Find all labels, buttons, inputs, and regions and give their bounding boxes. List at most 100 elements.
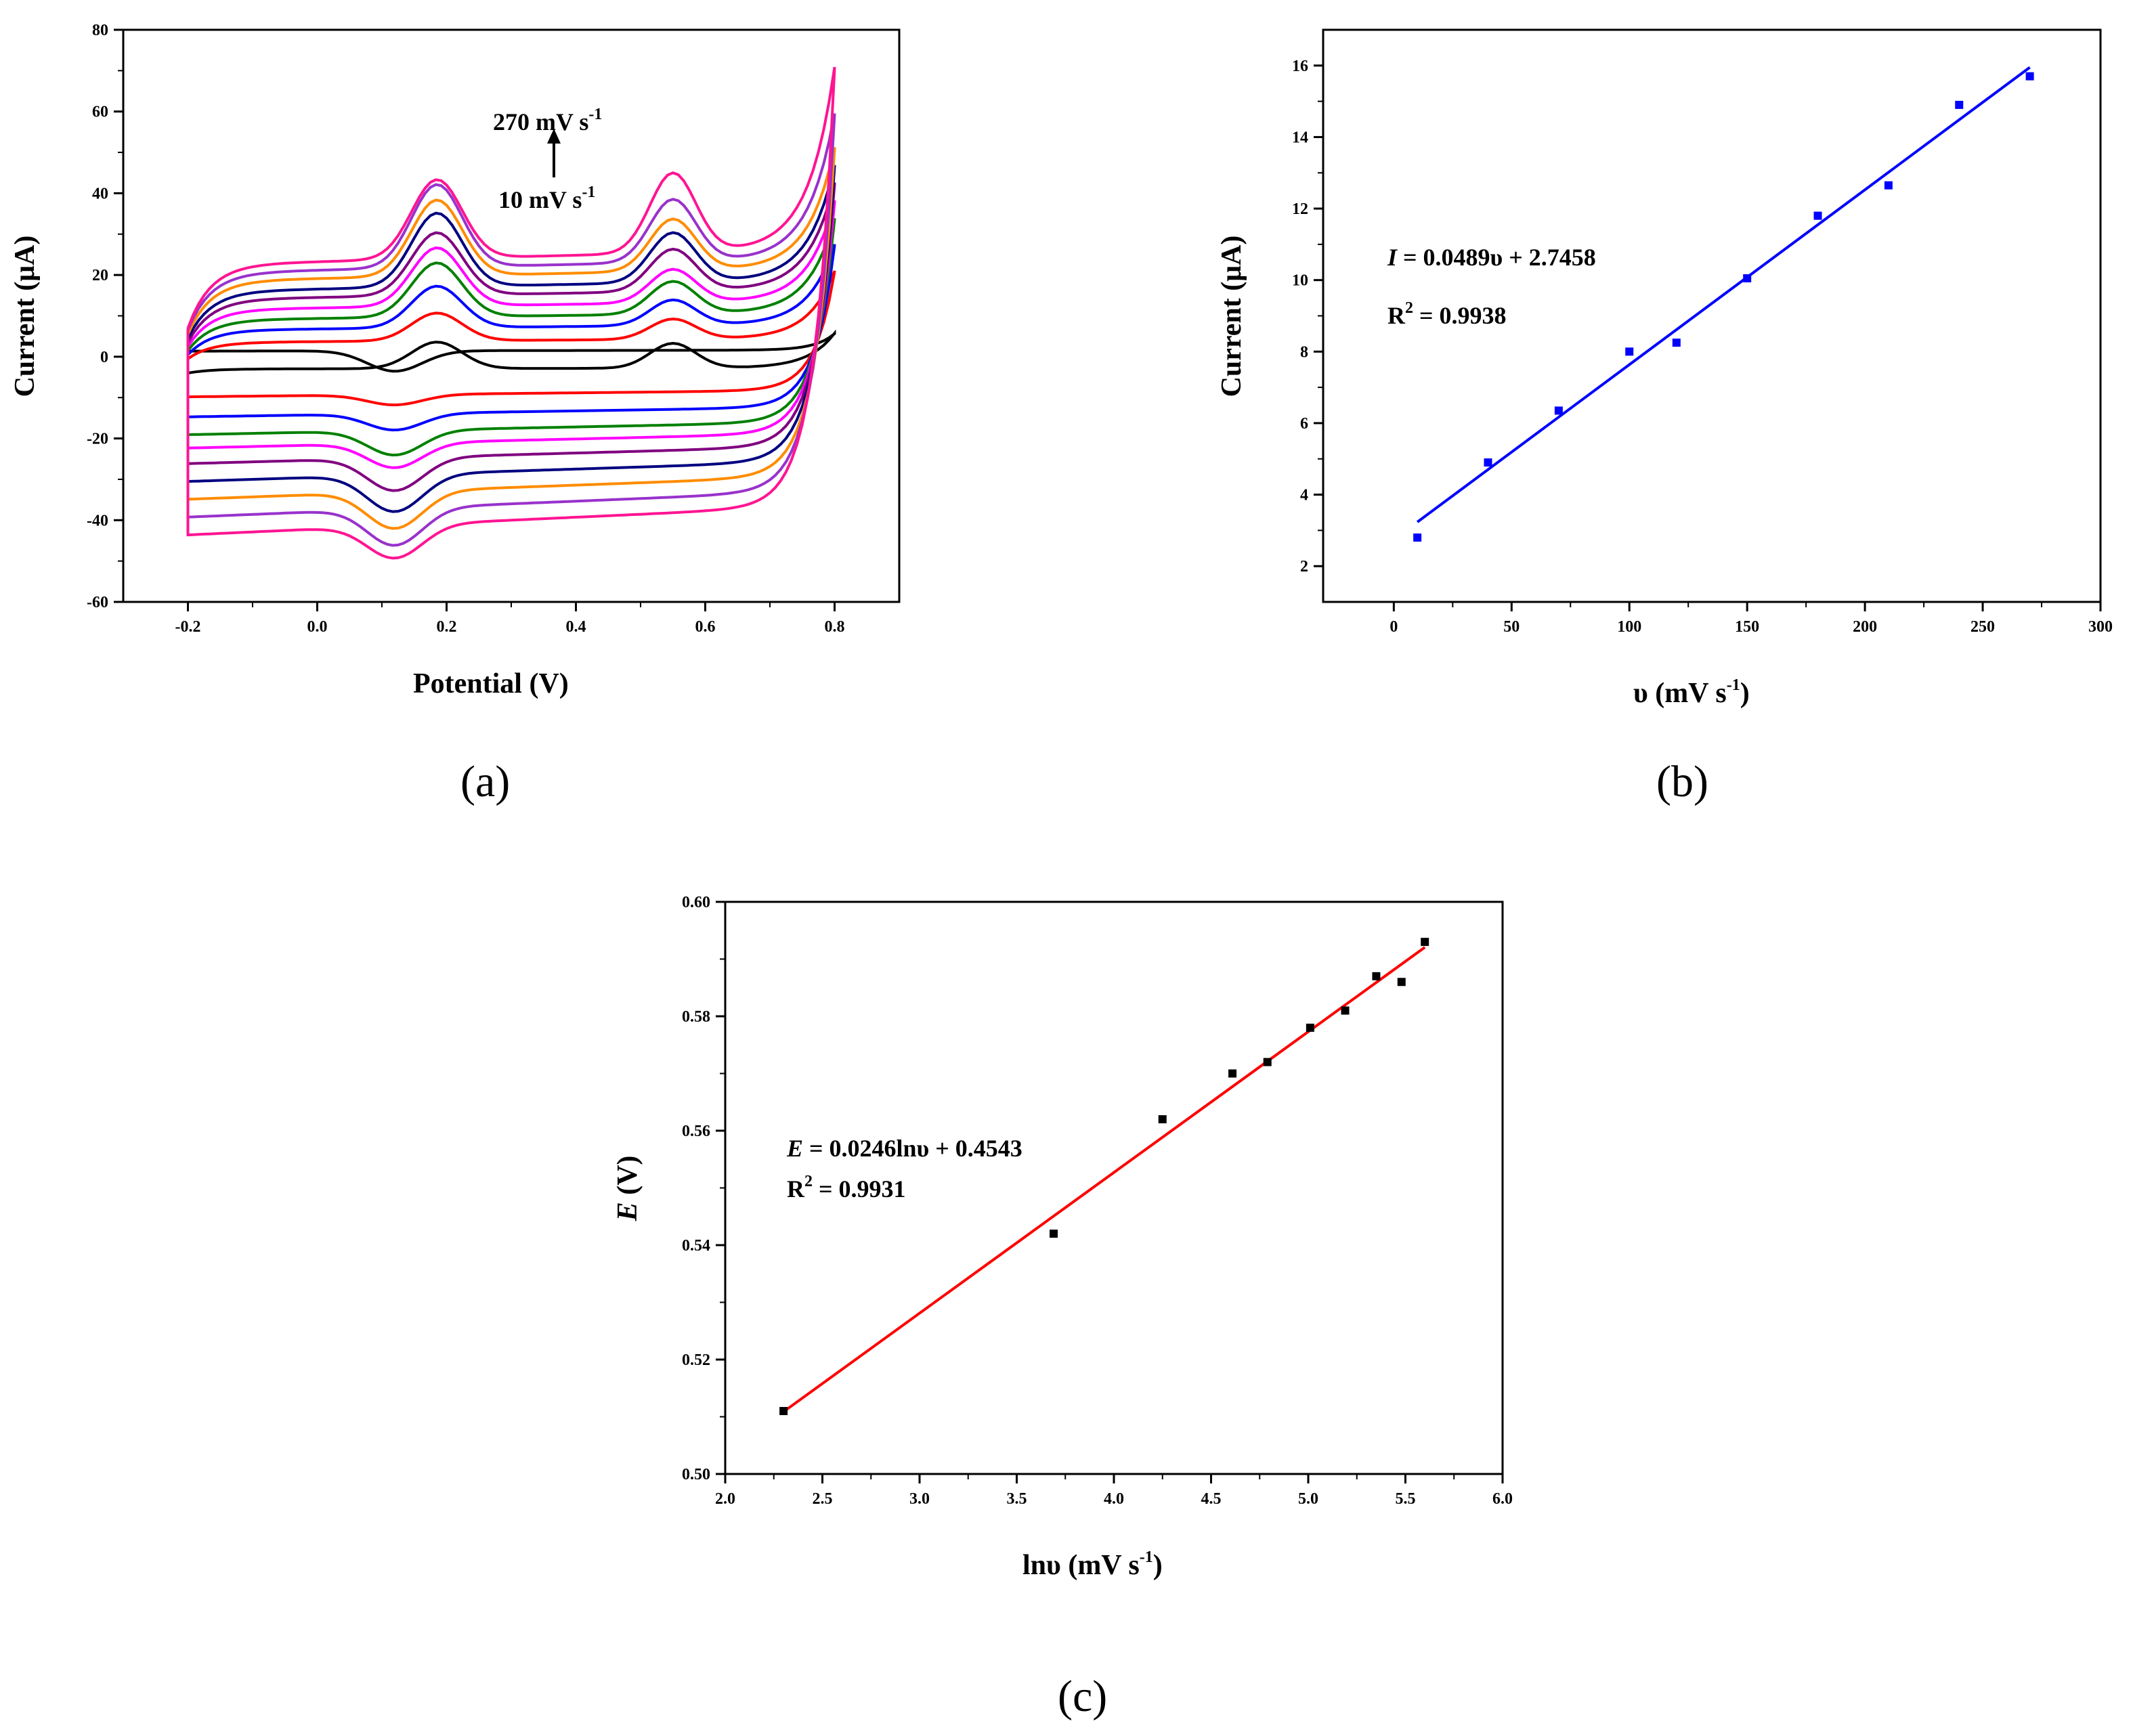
y-tick-label: 12 <box>1292 200 1308 218</box>
x-tick-label: 250 <box>1970 618 1995 636</box>
panel-a-ylabel: Current (μA) <box>9 236 41 397</box>
data-point <box>1341 1006 1350 1015</box>
cv-curve-series-7 <box>186 147 836 530</box>
cv-curve-series-1 <box>186 270 836 407</box>
y-tick-label: 60 <box>92 104 108 121</box>
cv-curve-series-8 <box>186 113 836 547</box>
panel-b-peak-current-chart: 0 50 100 150 200 250 300 2 4 6 8 10 12 14 16 Current (… <box>1216 28 2113 806</box>
panel-b-ylabel: Current (μA) <box>1216 236 1247 397</box>
data-point <box>1625 347 1634 356</box>
panel-b-r-squared: R2 = 0.9938 <box>1387 299 1507 329</box>
panel-a-cv-chart: -0.2 0.0 0.2 0.4 0.6 0.8 -60 -40 -20 0 20 40 60 80 Po… <box>9 22 901 806</box>
y-tick-label: 0.50 <box>682 1466 710 1483</box>
x-tick-label: 0.6 <box>695 618 716 636</box>
panel-a-axes-ticks: -0.2 0.0 0.2 0.4 0.6 0.8 -60 -40 -20 0 20 40 60 80 <box>87 22 845 636</box>
panel-a-cv-curves <box>186 66 836 560</box>
data-point <box>1306 1023 1314 1032</box>
cv-curve-series-6 <box>186 165 836 513</box>
data-point <box>1421 938 1429 947</box>
y-tick-label: 14 <box>1292 129 1308 146</box>
panel-c-peak-potential-chart: 2.0 2.5 3.0 3.5 4.0 4.5 5.0 5.5 6.0 0.50 0.52 0.54 0… <box>612 894 1513 1721</box>
panel-b-axes-ticks: 0 50 100 150 200 250 300 2 4 6 8 10 12 14 16 <box>1292 58 2113 636</box>
data-point <box>1672 339 1681 347</box>
y-tick-label: -60 <box>87 594 108 611</box>
x-tick-label: 50 <box>1503 618 1520 636</box>
data-point <box>1050 1230 1058 1238</box>
panel-c-equation: E = 0.0246lnυ + 0.4543 <box>786 1135 1022 1162</box>
data-point <box>2025 72 2034 81</box>
x-tick-label: 3.0 <box>909 1490 930 1508</box>
cv-curve-series-2 <box>186 244 836 432</box>
data-point <box>1554 406 1563 415</box>
x-tick-label: 0.0 <box>307 618 328 636</box>
cv-curve-series-0 <box>186 329 836 374</box>
panel-b-label: (b) <box>1656 757 1708 806</box>
y-tick-label: 6 <box>1300 415 1308 433</box>
cv-curve-series-3 <box>186 217 836 457</box>
x-tick-label: 150 <box>1735 618 1759 636</box>
y-tick-label: 20 <box>92 267 108 284</box>
panel-c-axes-ticks: 2.0 2.5 3.0 3.5 4.0 4.5 5.0 5.5 6.0 0.50 0.52 0.54 0… <box>682 894 1513 1508</box>
x-tick-label: 4.0 <box>1104 1490 1124 1508</box>
y-tick-label: 4 <box>1300 487 1308 504</box>
panel-a-xlabel: Potential (V) <box>413 668 569 699</box>
panel-b-data-marks <box>1413 66 2034 542</box>
x-tick-label: 100 <box>1617 618 1641 636</box>
data-point <box>1263 1058 1272 1066</box>
y-tick-label: 10 <box>1292 272 1308 290</box>
panel-c-r-squared: R2 = 0.9931 <box>787 1173 906 1202</box>
x-tick-label: 2.5 <box>813 1490 833 1508</box>
data-point <box>1158 1115 1167 1124</box>
x-tick-label: 6.0 <box>1492 1490 1513 1508</box>
data-point <box>1484 458 1492 467</box>
data-point <box>1413 533 1422 542</box>
x-tick-label: 0 <box>1389 618 1398 636</box>
scan-rate-arrow-head <box>547 129 561 144</box>
y-tick-label: 40 <box>92 185 108 202</box>
x-tick-label: 5.0 <box>1298 1490 1318 1508</box>
data-point <box>1228 1069 1237 1078</box>
y-tick-label: 8 <box>1300 343 1308 361</box>
cv-curve-series-4 <box>186 200 836 469</box>
scan-rate-top-annotation: 270 mV s-1 <box>493 106 602 135</box>
y-tick-label: 0.54 <box>682 1237 710 1255</box>
y-tick-label: 0.52 <box>682 1351 710 1369</box>
fit-line <box>1416 66 2031 523</box>
panel-c-label: (c) <box>1058 1672 1107 1721</box>
panel-b-equation: I = 0.0489υ + 2.7458 <box>1387 244 1596 271</box>
y-tick-label: 0.60 <box>682 894 710 911</box>
x-tick-label: -0.2 <box>175 618 201 636</box>
x-tick-label: 3.5 <box>1007 1490 1027 1508</box>
y-tick-label: 0.58 <box>682 1008 710 1026</box>
panel-a-label: (a) <box>460 757 510 806</box>
data-point <box>1372 972 1381 980</box>
data-point <box>1955 100 1964 109</box>
y-tick-label: 80 <box>92 22 108 39</box>
x-tick-label: 0.4 <box>566 618 586 636</box>
x-tick-label: 5.5 <box>1396 1490 1416 1508</box>
panel-c-xlabel: lnυ (mV s-1) <box>1022 1548 1163 1581</box>
panel-c-ylabel: E (V) <box>612 1156 643 1222</box>
y-tick-label: -20 <box>87 431 108 448</box>
x-tick-label: 2.0 <box>715 1490 735 1508</box>
x-tick-label: 300 <box>2088 618 2113 636</box>
y-tick-label: 2 <box>1300 558 1308 576</box>
data-point <box>1813 211 1822 220</box>
cv-curve-series-9 <box>186 66 836 560</box>
data-point <box>779 1407 788 1416</box>
data-point <box>1884 181 1893 190</box>
fit-line <box>782 946 1426 1413</box>
x-tick-label: 200 <box>1853 618 1877 636</box>
scan-rate-bottom-annotation: 10 mV s-1 <box>498 183 595 213</box>
y-tick-label: -40 <box>87 512 108 529</box>
x-tick-label: 0.8 <box>825 618 845 636</box>
y-tick-label: 0 <box>100 349 108 366</box>
data-point <box>1397 978 1406 986</box>
data-point <box>1743 274 1752 283</box>
y-tick-label: 0.56 <box>682 1123 710 1140</box>
x-tick-label: 4.5 <box>1201 1490 1222 1508</box>
x-tick-label: 0.2 <box>437 618 457 636</box>
panel-c-data-marks <box>779 938 1429 1416</box>
panel-b-xlabel: υ (mV s-1) <box>1633 676 1750 709</box>
